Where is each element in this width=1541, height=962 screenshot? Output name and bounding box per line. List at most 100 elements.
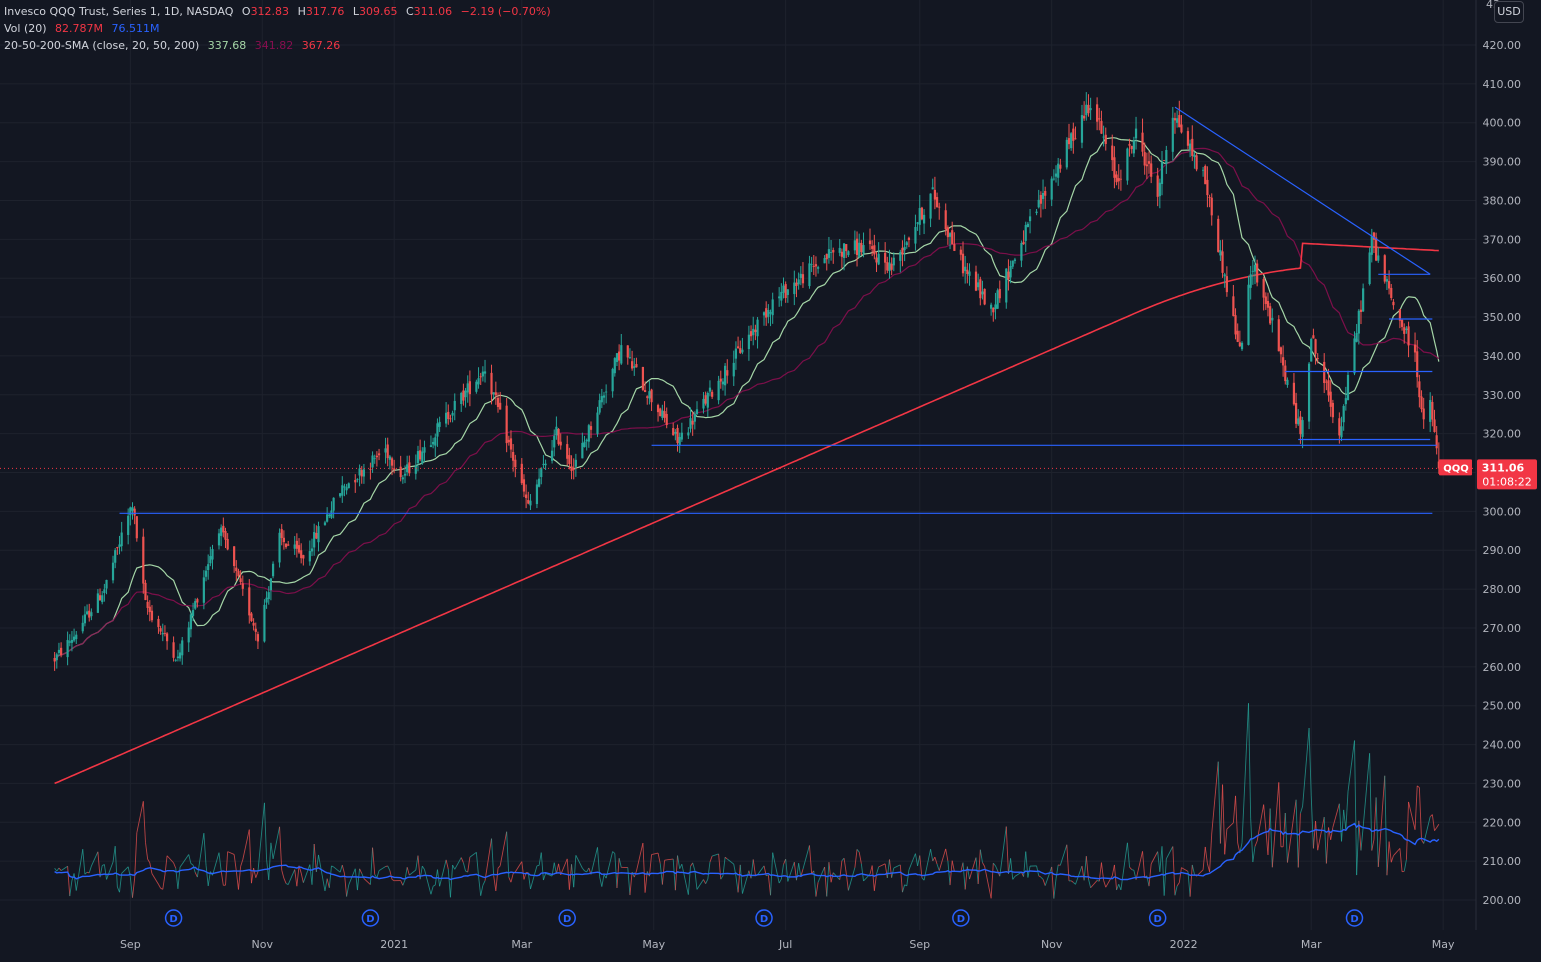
candle [54, 652, 56, 671]
dividend-marker[interactable]: D [559, 910, 575, 926]
volume-segment [494, 876, 496, 891]
candle [661, 405, 663, 420]
candle-body [1375, 238, 1377, 261]
candle-body [227, 539, 229, 549]
candle [932, 179, 934, 190]
dividend-marker[interactable]: D [1150, 910, 1166, 926]
candle-body [733, 363, 735, 376]
symbol-title[interactable]: Invesco QQQ Trust, Series 1, 1D, NASDAQ [4, 5, 233, 18]
candle [642, 367, 644, 391]
volume-segment [115, 846, 117, 887]
dividend-marker[interactable]: D [362, 910, 378, 926]
candle [663, 401, 665, 422]
volume-segment [329, 866, 331, 888]
volume-segment [1378, 776, 1384, 867]
volume-segment [342, 865, 344, 873]
candle-body [529, 501, 531, 506]
candle-body [1113, 157, 1115, 178]
candle-body [1330, 392, 1332, 407]
candle-body [415, 465, 417, 473]
volume-segment [768, 875, 770, 895]
currency-button[interactable]: USD [1494, 1, 1524, 23]
volume-value: 82.787M [55, 22, 103, 35]
candle-body [326, 514, 328, 521]
sma-indicator-label[interactable]: 20-50-200-SMA (close, 20, 50, 200) [4, 39, 199, 52]
candle [1144, 142, 1146, 174]
candle [69, 634, 71, 646]
candle-body [449, 418, 451, 419]
volume-segment [476, 852, 478, 876]
candle-body [904, 247, 906, 250]
candle [1074, 126, 1076, 139]
candle [854, 231, 856, 255]
candle-body [506, 406, 508, 443]
candle [707, 392, 709, 417]
dividend-letter: D [760, 914, 768, 925]
candle-body [687, 432, 689, 435]
candle-body [209, 556, 211, 563]
volume-segment [76, 849, 82, 890]
candle-body [782, 286, 784, 293]
candle-body [205, 571, 207, 577]
candle-body [616, 353, 618, 362]
volume-segment [1045, 867, 1051, 886]
candle [1072, 123, 1074, 154]
candle-body [1040, 195, 1042, 204]
candle [756, 317, 758, 348]
candle [105, 580, 107, 594]
candle-body [679, 437, 681, 446]
volume-segment [587, 868, 589, 872]
candle-body [763, 312, 765, 315]
candle-body [1005, 269, 1007, 303]
price-tick-label: 400.00 [1483, 117, 1522, 130]
dividend-marker[interactable]: D [953, 910, 969, 926]
volume-segment [316, 855, 318, 872]
candle [250, 612, 252, 622]
candle [1090, 98, 1092, 120]
candle-body [447, 412, 449, 419]
candle [194, 598, 196, 610]
volume-segment [636, 843, 642, 871]
candle-body [1362, 288, 1364, 311]
candle-body [272, 564, 274, 576]
candle-body [1027, 224, 1029, 227]
candle-body [888, 263, 890, 272]
volume-segment [1203, 847, 1205, 870]
volume-segment [1227, 823, 1233, 829]
candle-body [134, 509, 136, 516]
volume-segment [554, 863, 556, 874]
candle [1012, 260, 1014, 269]
volume-segment [682, 864, 688, 894]
candle [1384, 254, 1386, 283]
volume-segment [753, 859, 755, 875]
candle-body [536, 484, 538, 504]
volume-indicator-label[interactable]: Vol (20) [4, 22, 47, 35]
candle [1247, 276, 1249, 346]
volume-segment [1056, 865, 1058, 879]
candle-body [947, 227, 949, 237]
candle-body [1347, 375, 1349, 400]
dividend-marker[interactable]: D [1346, 910, 1362, 926]
volume-segment [236, 871, 238, 890]
candle-body [1420, 397, 1422, 410]
candle-body [1074, 138, 1076, 139]
dividend-letter: D [1154, 914, 1162, 925]
candle-body [1237, 331, 1239, 342]
candle-body [464, 391, 466, 398]
candle [962, 241, 964, 276]
candle [633, 358, 635, 376]
candle [363, 464, 365, 484]
dividend-marker[interactable]: D [756, 910, 772, 926]
candle [495, 382, 497, 405]
candle-body [177, 657, 179, 659]
volume-segment [816, 882, 818, 896]
volume-segment [273, 827, 279, 859]
candle-body [268, 592, 270, 599]
candle [298, 538, 300, 554]
volume-segment [507, 832, 509, 878]
candle [90, 608, 92, 620]
dividend-marker[interactable]: D [166, 910, 182, 926]
candle [977, 274, 979, 291]
candle [914, 215, 916, 251]
